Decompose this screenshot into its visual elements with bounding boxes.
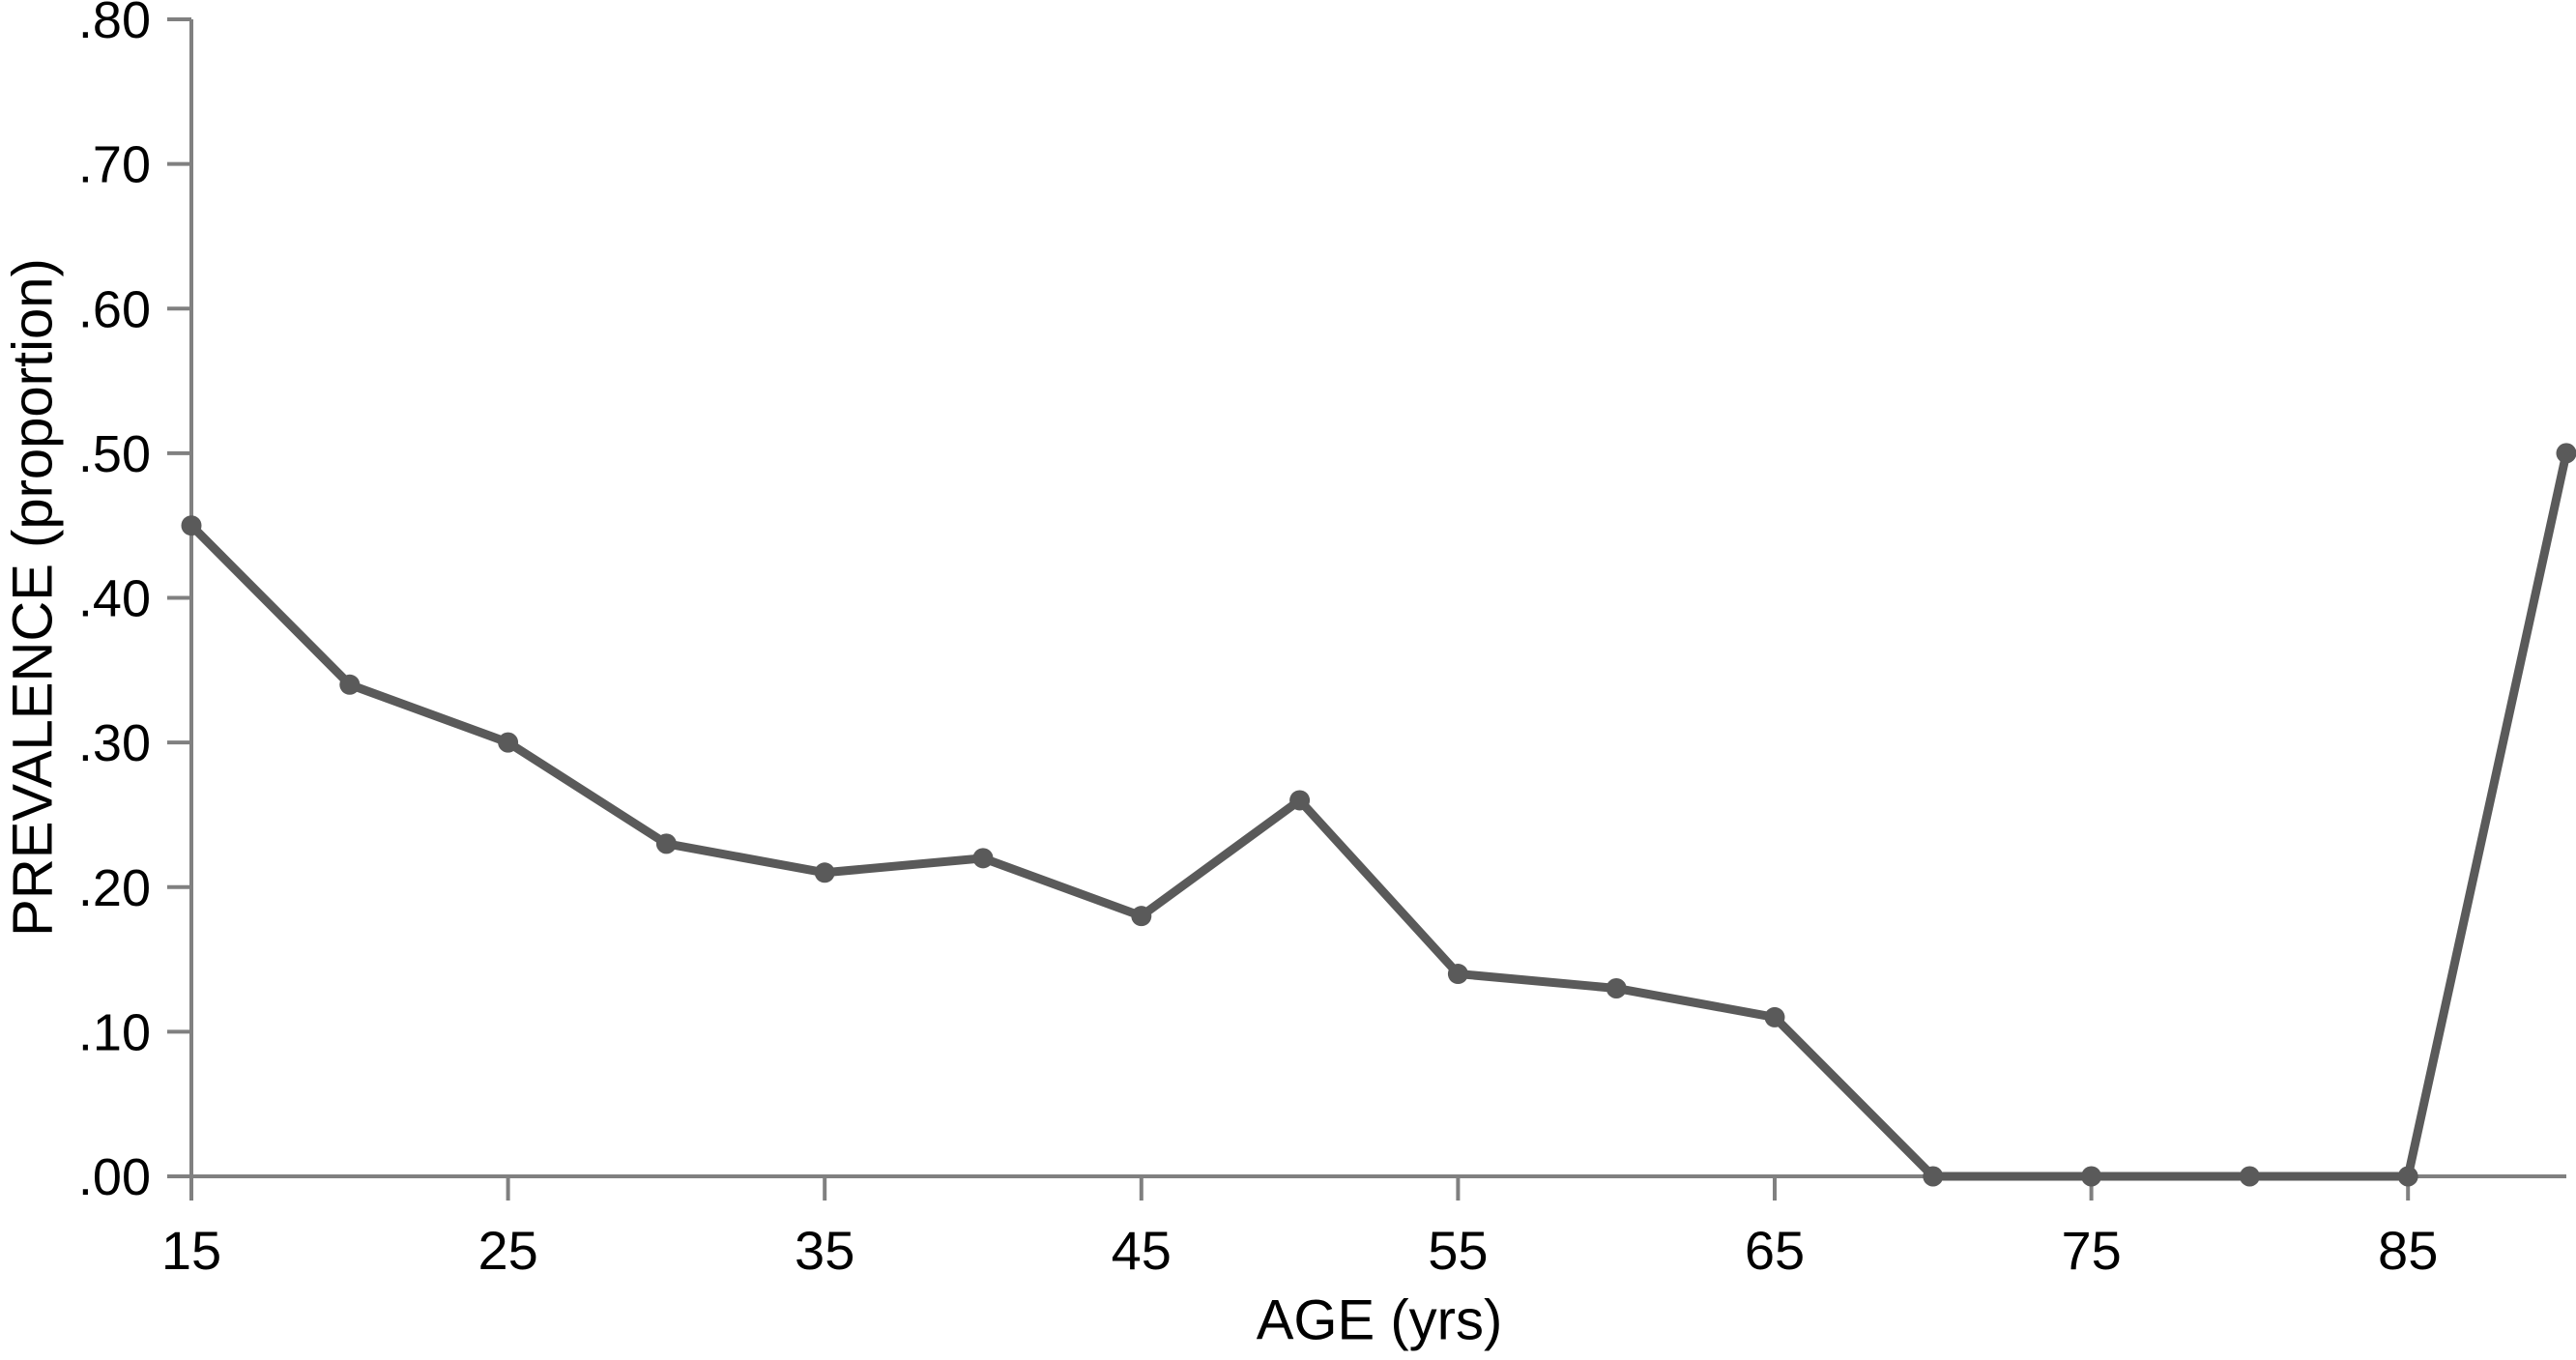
data-point [1606, 977, 1627, 998]
x-tick-label: 55 [1428, 1220, 1488, 1281]
x-tick-label: 25 [478, 1220, 537, 1281]
x-tick-label: 75 [2061, 1220, 2121, 1281]
data-point [181, 515, 202, 536]
x-axis-title: AGE (yrs) [1256, 1288, 1503, 1352]
data-point [498, 732, 519, 753]
y-tick-label: .80 [78, 0, 151, 49]
data-point [972, 848, 994, 869]
x-tick-label: 65 [1745, 1220, 1805, 1281]
data-point [655, 833, 677, 854]
y-tick-label: .60 [78, 280, 151, 338]
y-tick-label: .20 [78, 859, 151, 917]
y-tick-label: .00 [78, 1148, 151, 1206]
y-tick-label: .50 [78, 425, 151, 483]
data-line [187, 449, 2571, 1181]
x-tick-label: 85 [2378, 1220, 2438, 1281]
data-point [339, 674, 361, 695]
y-axis-title: PREVALENCE (proportion) [1, 258, 65, 937]
data-point [1131, 906, 1152, 927]
data-point [1447, 964, 1468, 985]
y-tick-label: .70 [78, 136, 151, 194]
data-point [2556, 443, 2576, 464]
y-tick-label: .30 [78, 714, 151, 772]
data-point [1764, 1006, 1785, 1027]
x-tick-label: 35 [795, 1220, 854, 1281]
data-point [2397, 1166, 2418, 1187]
data-point [814, 862, 835, 883]
data-point [1923, 1166, 1944, 1187]
data-point [1289, 790, 1311, 811]
data-point [2081, 1166, 2102, 1187]
x-tick-label: 45 [1112, 1220, 1172, 1281]
data-point [2239, 1166, 2260, 1187]
x-tick-label: 15 [161, 1220, 221, 1281]
y-tick-label: .40 [78, 570, 151, 628]
y-tick-label: .10 [78, 1003, 151, 1061]
